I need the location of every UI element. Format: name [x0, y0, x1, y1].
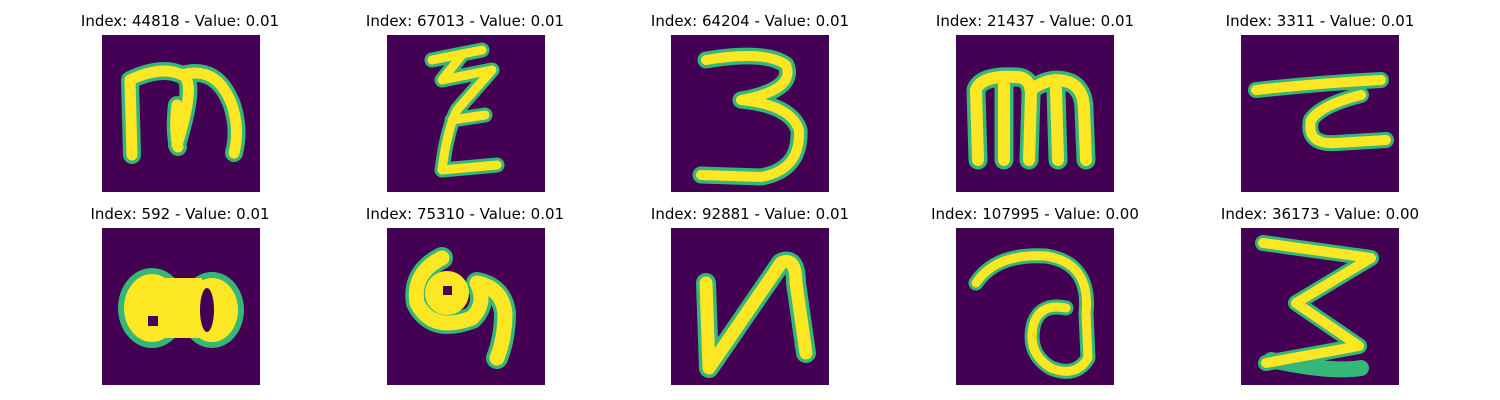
glyph-three-sharp — [1255, 235, 1379, 378]
digit-image — [102, 228, 260, 385]
digit-image — [1241, 228, 1399, 385]
glyph-curl — [405, 247, 516, 369]
panel-title: Index: 107995 - Value: 0.00 — [931, 205, 1139, 223]
panel-title: Index: 36173 - Value: 0.00 — [1220, 205, 1420, 223]
panel-title: Index: 92881 - Value: 0.01 — [650, 205, 850, 223]
digit-image — [387, 228, 545, 385]
digit-image — [956, 35, 1114, 192]
panel-title: Index: 67013 - Value: 0.01 — [365, 12, 565, 30]
glyph-m-loop — [121, 62, 246, 164]
glyph-loop-a — [968, 248, 1096, 379]
panel-title: Index: 64204 - Value: 0.01 — [650, 12, 850, 30]
digit-image — [956, 228, 1114, 385]
panel-title: Index: 592 - Value: 0.01 — [90, 205, 270, 223]
panel-title: Index: 3311 - Value: 0.01 — [1225, 12, 1415, 30]
digit-image — [671, 35, 829, 192]
glyph-blob — [118, 268, 244, 348]
digit-image — [102, 35, 260, 192]
digit-image — [1241, 35, 1399, 192]
panel-title: Index: 75310 - Value: 0.01 — [365, 205, 565, 223]
panel-title: Index: 21437 - Value: 0.01 — [935, 12, 1135, 30]
glyph-zigzag — [424, 42, 505, 178]
glyph-m-block — [966, 67, 1096, 170]
glyph-n-shape — [696, 251, 816, 378]
digit-image — [671, 228, 829, 385]
panel-title: Index: 44818 - Value: 0.01 — [80, 12, 280, 30]
digit-image — [387, 35, 545, 192]
glyph-hook-bar — [1248, 72, 1394, 152]
glyph-three — [692, 47, 808, 186]
